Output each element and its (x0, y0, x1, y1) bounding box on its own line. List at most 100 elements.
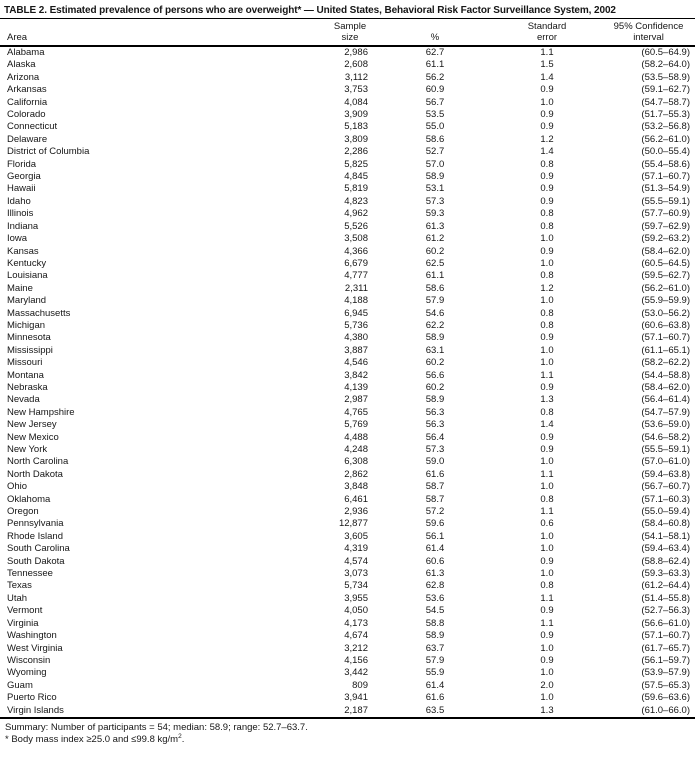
table-row: Michigan 5,736 62.2 0.8 (60.6–63.8) (0, 320, 695, 332)
sample-size-cell: 6,945 (344, 307, 368, 319)
percent-cell: 62.5 (425, 257, 445, 269)
confidence-interval-cell: (55.9–59.9) (641, 295, 690, 307)
confidence-interval-cell: (61.2–64.4) (641, 580, 690, 592)
confidence-interval-cell: (58.2–64.0) (641, 59, 690, 71)
confidence-interval-cell: (53.5–58.9) (641, 71, 690, 83)
table-row: Colorado 3,909 53.5 0.9 (51.7–55.3) (0, 109, 695, 121)
footnote-period: . (181, 733, 185, 745)
sample-size-cell: 2,286 (344, 146, 368, 158)
standard-error-cell: 1.2 (540, 282, 554, 294)
percent-cell: 57.3 (425, 444, 445, 455)
standard-error-cell: 0.9 (540, 332, 554, 344)
prevalence-table: Area Sample size % Standard error 95% Co… (0, 19, 695, 719)
standard-error-cell: 1.4 (540, 419, 554, 431)
table-row: California 4,084 56.7 1.0 (54.7–58.7) (0, 97, 695, 109)
table-body: Alabama 2,986 62.7 1.1 (60.5–64.9) Alaska 2,60… (0, 46, 695, 718)
table-row: Kentucky 6,679 62.5 1.0 (60.5–64.5) (0, 258, 695, 270)
confidence-interval-cell: (53.0–56.2) (641, 307, 690, 319)
table-row: Maine 2,311 58.6 1.2 (56.2–61.0) (0, 283, 695, 295)
standard-error-cell: 1.1 (540, 592, 554, 604)
table-row: Virginia 4,173 58.8 1.1 (56.6–61.0) (0, 618, 695, 630)
table-row: Delaware 3,809 58.6 1.2 (56.2–61.0) (0, 134, 695, 146)
area-cell: Colorado (7, 109, 46, 121)
footnote-superscript: 2 (178, 732, 182, 740)
standard-error-cell: 1.0 (540, 530, 554, 542)
percent-cell: 58.6 (425, 133, 445, 145)
confidence-interval-cell: (51.3–54.9) (641, 183, 690, 195)
column-header-standard-error: Standard error (492, 19, 602, 47)
table-row: District of Columbia 2,286 52.7 1.4 (50.0–55… (0, 146, 695, 158)
confidence-interval-cell: (55.4–58.6) (641, 158, 690, 170)
sample-size-cell: 3,809 (344, 133, 368, 145)
table-row: Florida 5,825 57.0 0.8 (55.4–58.6) (0, 159, 695, 171)
confidence-interval-cell: (59.5–62.7) (641, 270, 690, 282)
confidence-interval-cell: (55.5–59.1) (641, 444, 690, 455)
area-cell: Utah (7, 592, 28, 604)
standard-error-cell: 0.9 (540, 381, 554, 393)
percent-cell: 63.7 (425, 642, 445, 654)
column-header-area: Area (0, 19, 322, 47)
table-row: Mississippi 3,887 63.1 1.0 (61.1–65.1) (0, 345, 695, 357)
sample-size-cell: 3,848 (344, 481, 368, 493)
standard-error-cell: 0.8 (540, 406, 554, 418)
sample-size-cell: 5,825 (344, 158, 368, 170)
confidence-interval-cell: (57.7–60.9) (641, 208, 690, 220)
area-cell: Florida (7, 158, 37, 170)
area-cell: Oklahoma (7, 493, 51, 505)
standard-error-cell: 0.9 (540, 183, 554, 195)
confidence-interval-cell: (58.4–60.8) (641, 518, 690, 530)
percent-cell: 54.5 (425, 605, 445, 617)
sample-size-cell: 2,936 (344, 506, 368, 518)
confidence-interval-cell: (60.6–63.8) (641, 319, 690, 331)
standard-error-cell: 1.3 (540, 704, 554, 716)
sample-size-cell: 6,308 (344, 456, 368, 468)
area-cell: Louisiana (7, 270, 48, 282)
confidence-interval-cell: (53.6–59.0) (641, 419, 690, 431)
standard-error-cell: 1.1 (540, 47, 554, 58)
confidence-interval-cell: (59.1–62.7) (641, 84, 690, 96)
confidence-interval-cell: (59.3–63.3) (641, 568, 690, 580)
table-row: South Dakota 4,574 60.6 0.9 (58.8–62.4) (0, 556, 695, 568)
area-cell: Indiana (7, 220, 39, 232)
table-row: Arkansas 3,753 60.9 0.9 (59.1–62.7) (0, 84, 695, 96)
percent-cell: 61.4 (425, 543, 445, 555)
confidence-interval-cell: (51.7–55.3) (641, 109, 690, 121)
standard-error-cell: 0.9 (540, 84, 554, 96)
table-row: Wisconsin 4,156 57.9 0.9 (56.1–59.7) (0, 655, 695, 667)
sample-size-cell: 2,311 (344, 282, 368, 294)
table-row: Utah 3,955 53.6 1.1 (51.4–55.8) (0, 593, 695, 605)
standard-error-cell: 1.0 (540, 481, 554, 493)
area-cell: New Hampshire (7, 406, 75, 418)
confidence-interval-cell: (59.6–63.6) (641, 692, 690, 704)
area-cell: New York (7, 444, 48, 455)
confidence-interval-cell: (58.4–62.0) (641, 381, 690, 393)
area-cell: District of Columbia (7, 146, 90, 158)
sample-size-cell: 3,508 (344, 233, 368, 245)
area-cell: Pennsylvania (7, 518, 64, 530)
percent-cell: 58.9 (425, 332, 445, 344)
table-row: New Jersey 5,769 56.3 1.4 (53.6–59.0) (0, 419, 695, 431)
standard-error-cell: 0.9 (540, 555, 554, 567)
standard-error-cell: 0.8 (540, 220, 554, 232)
sample-size-cell: 3,842 (344, 369, 368, 381)
standard-error-cell: 0.8 (540, 319, 554, 331)
table-row: North Dakota 2,862 61.6 1.1 (59.4–63.8) (0, 469, 695, 481)
table-row: Tennessee 3,073 61.3 1.0 (59.3–63.3) (0, 568, 695, 580)
sample-size-cell: 3,909 (344, 109, 368, 121)
percent-cell: 56.3 (425, 419, 445, 431)
area-cell: Rhode Island (7, 530, 63, 542)
area-cell: Texas (7, 580, 32, 592)
sample-size-cell: 4,173 (344, 617, 368, 629)
confidence-interval-cell: (57.5–65.3) (641, 679, 690, 691)
confidence-interval-cell: (54.4–58.8) (641, 369, 690, 381)
header-row: Area Sample size % Standard error 95% Co… (0, 19, 695, 47)
standard-error-cell: 0.9 (540, 605, 554, 617)
percent-cell: 61.4 (425, 679, 445, 691)
sample-size-cell: 3,442 (344, 667, 368, 679)
percent-cell: 61.3 (425, 568, 445, 580)
sample-size-cell: 4,765 (344, 406, 368, 418)
standard-error-cell: 0.8 (540, 158, 554, 170)
percent-cell: 63.1 (425, 344, 445, 356)
percent-cell: 59.3 (425, 208, 445, 220)
area-cell: Arizona (7, 71, 40, 83)
